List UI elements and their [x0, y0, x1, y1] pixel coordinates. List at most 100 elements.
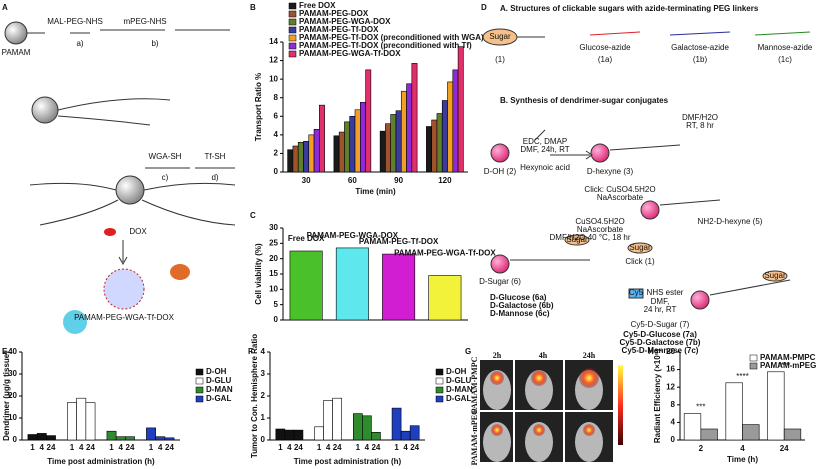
bar	[46, 435, 56, 441]
sugar-label: (1b)	[693, 55, 708, 64]
y-tick-label: 20	[8, 391, 17, 400]
step-text: DMF/H2O	[682, 113, 718, 122]
legend-swatch	[288, 34, 297, 42]
step-text: DMF,	[651, 297, 670, 306]
panel-label: E	[2, 347, 8, 356]
x-tick-label: 4	[326, 443, 331, 452]
x-tick-label: 24	[410, 443, 419, 452]
scheme-text: a)	[76, 39, 83, 48]
sugar-label: (1c)	[778, 55, 792, 64]
bar-label: PAMAM-PEG-Tf-DOX	[359, 237, 439, 246]
sugar-label: Sugar	[489, 32, 511, 41]
panel-label: F	[248, 347, 253, 356]
x-tick-label: 4	[158, 443, 163, 452]
bar	[391, 407, 402, 441]
bar	[436, 113, 443, 173]
bar	[683, 413, 702, 441]
legend-swatch	[749, 362, 758, 370]
legend-swatch	[288, 10, 297, 18]
y-tick-label: 10	[269, 74, 278, 83]
bar	[335, 247, 369, 321]
y-tick-label: 0	[13, 435, 18, 444]
legend-label: PAMAM-PMPC	[760, 353, 816, 362]
x-tick-label: 4	[403, 443, 408, 452]
step-text: Click (1)	[625, 257, 655, 266]
sugar-label: (1)	[495, 55, 505, 64]
bar	[431, 119, 438, 173]
y-tick-label: 3	[261, 369, 266, 378]
bar	[783, 428, 802, 441]
scheme-text: Tf-SH	[205, 152, 226, 161]
product: Cy5-D-Galactose (7b)	[620, 338, 701, 347]
bar	[287, 149, 294, 173]
x-tick-label: 24	[165, 443, 174, 452]
bar	[293, 429, 304, 441]
x-tick-label: 120	[438, 176, 452, 185]
y-tick-label: 6	[274, 111, 279, 120]
bar	[362, 415, 372, 441]
bar	[411, 63, 418, 173]
x-tick-label: 4	[740, 444, 745, 453]
y-tick-label: 2	[274, 149, 279, 158]
bar	[400, 90, 407, 173]
bar	[428, 275, 462, 321]
bar	[314, 426, 324, 441]
step-text: Hexynoic acid	[520, 163, 570, 172]
sugar-label: Glucose-azide	[579, 43, 631, 52]
scheme-d-shapes	[482, 28, 811, 310]
panel-label: C	[250, 211, 256, 220]
bar	[297, 141, 304, 173]
legend-label: PAMAM-PEG-WGA-Tf-DOX	[299, 49, 401, 58]
bar	[289, 250, 323, 321]
legend-swatch	[288, 50, 297, 58]
significance: ****	[736, 372, 748, 381]
legend-label: D-GAL	[206, 394, 231, 403]
scheme-a-shapes	[4, 21, 236, 334]
product: D-Mannose (6c)	[490, 309, 550, 318]
bar	[452, 69, 459, 173]
step-text: NHS ester	[647, 288, 684, 297]
bar	[742, 424, 760, 441]
legend-label: D-MAN	[206, 385, 233, 394]
bar	[106, 430, 117, 441]
bar	[323, 400, 333, 441]
y-tick-label: 0	[274, 167, 279, 176]
step-text: 24 hr, RT	[644, 305, 677, 314]
step-text: EDC, DMAP	[523, 137, 567, 146]
scheme-text: PAMAM-PEG-WGA-Tf-DOX	[74, 313, 175, 322]
product: Cy5-D-Mannose (7c)	[622, 346, 699, 355]
bar	[406, 83, 413, 173]
legend-label: D-OH	[206, 367, 227, 376]
y-tick-label: 8	[274, 93, 279, 102]
bar	[365, 69, 372, 173]
y-tick-label: 4	[274, 130, 279, 139]
legend-label: PAMAM-PEG-Tf-DOX (preconditioned with Tf…	[299, 41, 472, 50]
legend-label: D-GLU	[206, 376, 232, 385]
significance: ****	[778, 361, 790, 370]
scheme-text: WGA-SH	[149, 152, 182, 161]
x-tick-label: 4	[287, 443, 292, 452]
x-tick-label: 1	[278, 443, 283, 452]
y-tick-label: 0	[671, 435, 676, 444]
step-text: D-OH (2)	[484, 167, 517, 176]
legend-swatch	[435, 395, 444, 403]
panel-label: G	[465, 347, 471, 356]
x-tick-label: 24	[86, 443, 95, 452]
x-tick-label: 1	[149, 443, 154, 452]
bar	[400, 430, 411, 441]
scheme-text: b)	[151, 39, 158, 48]
legend-swatch	[435, 386, 444, 394]
legend-swatch	[435, 377, 444, 385]
bar	[725, 382, 743, 441]
x-tick-label: 1	[394, 443, 399, 452]
heading: A. Structures of clickable sugars with a…	[500, 4, 759, 13]
row-label: PAMAM-PMPC	[470, 356, 479, 413]
x-tick-label: 4	[119, 443, 124, 452]
product: Cy5-D-Glucose (7a)	[623, 330, 697, 339]
y-tick-label: 10	[8, 413, 17, 422]
bar	[767, 371, 785, 441]
scheme-text: c)	[162, 173, 169, 182]
y-tick-label: 2	[261, 391, 266, 400]
step-text: NaAscorbate	[597, 193, 644, 202]
bar	[390, 114, 397, 173]
